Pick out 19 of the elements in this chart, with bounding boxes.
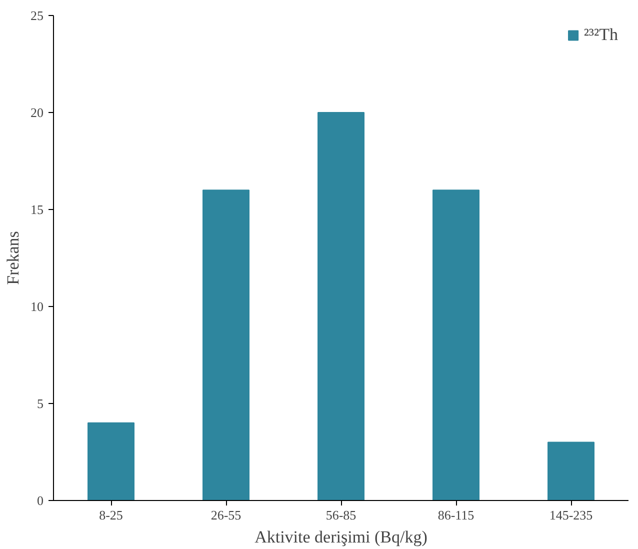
- x-tick-label: 56-85: [326, 508, 356, 522]
- x-axis-title: Aktivite derişimi (Bq/kg): [254, 528, 428, 546]
- x-tick-label: 145-235: [549, 508, 593, 522]
- bar: [318, 112, 364, 500]
- x-tick-label: 86-115: [438, 508, 474, 522]
- bar: [202, 190, 250, 500]
- bar: [548, 442, 594, 500]
- y-tick-label: 0: [37, 493, 44, 508]
- y-tick-label: 15: [30, 202, 44, 217]
- x-tick-label: 8-25: [99, 508, 123, 522]
- y-tick-label: 20: [30, 105, 44, 120]
- bar: [88, 422, 134, 500]
- x-tick-label: 26-55: [210, 508, 242, 522]
- y-tick-label: 10: [30, 299, 44, 314]
- bar: [432, 190, 480, 500]
- y-axis-title: Frekans: [4, 231, 22, 285]
- y-tick-label: 5: [37, 396, 44, 411]
- legend-label: ²³²Th: [584, 25, 618, 45]
- y-tick-label: 25: [30, 8, 44, 23]
